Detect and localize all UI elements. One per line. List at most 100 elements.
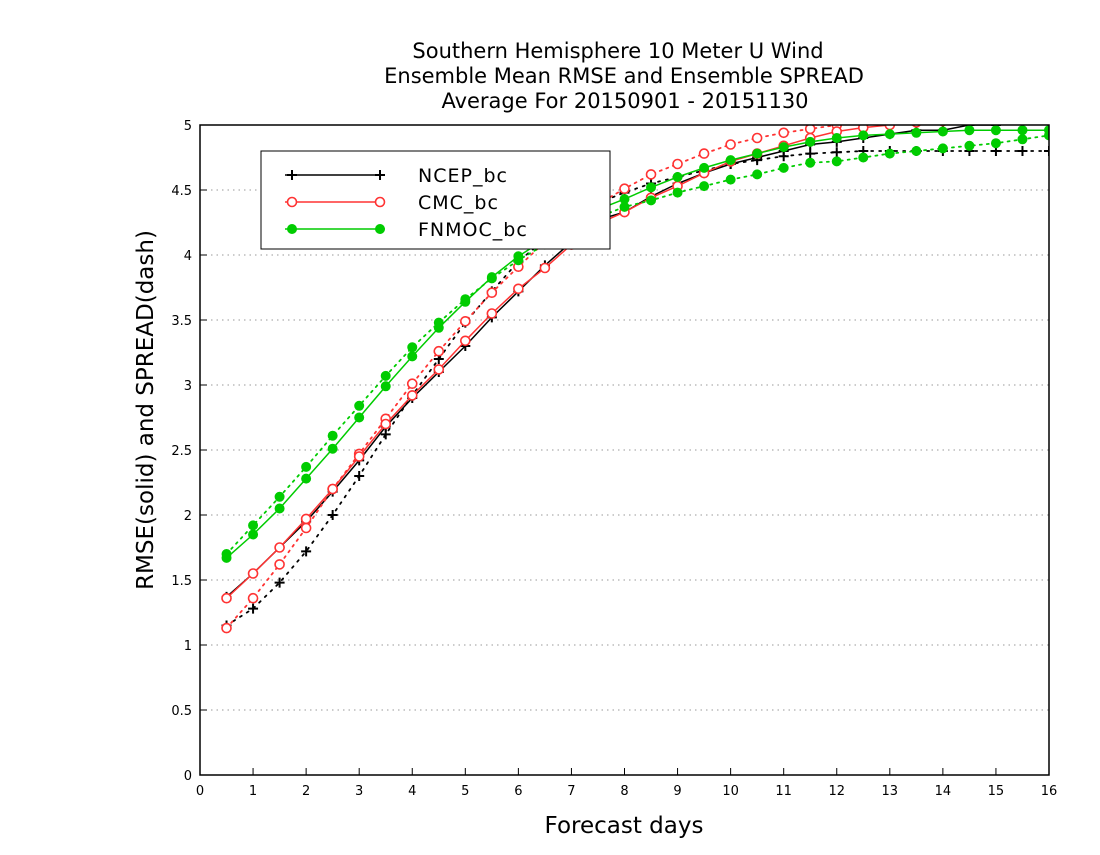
y-tick-label: 0.5 bbox=[171, 704, 192, 719]
open-circle-marker bbox=[433, 345, 445, 357]
open-circle-marker bbox=[433, 364, 445, 375]
filled-circle-marker bbox=[407, 342, 418, 353]
filled-circle-marker bbox=[937, 143, 948, 154]
filled-circle-marker bbox=[699, 181, 710, 192]
filled-circle-marker bbox=[884, 129, 895, 140]
legend-label: CMC_bc bbox=[418, 192, 499, 214]
open-circle-marker bbox=[486, 308, 498, 319]
filled-circle-marker bbox=[354, 400, 365, 411]
open-circle-marker bbox=[286, 196, 298, 208]
x-tick-label: 7 bbox=[567, 784, 575, 799]
x-tick-label: 12 bbox=[828, 784, 845, 799]
filled-circle-marker bbox=[301, 473, 312, 484]
open-circle-marker bbox=[645, 169, 657, 180]
y-tick-label: 1 bbox=[184, 639, 192, 654]
open-circle-marker bbox=[1018, 114, 1027, 123]
y-tick-label: 5 bbox=[184, 119, 192, 134]
filled-circle-marker bbox=[778, 142, 789, 153]
open-circle-marker bbox=[406, 378, 418, 390]
filled-circle-marker bbox=[274, 503, 285, 514]
spread-line bbox=[225, 125, 846, 629]
open-circle-marker bbox=[725, 139, 736, 150]
filled-circle-marker bbox=[990, 125, 1001, 136]
open-circle-marker bbox=[698, 148, 710, 159]
open-circle-marker bbox=[778, 127, 789, 139]
x-tick-label: 15 bbox=[988, 784, 1005, 799]
filled-circle-marker bbox=[778, 162, 789, 173]
filled-circle-marker bbox=[380, 381, 391, 392]
open-circle-marker bbox=[915, 125, 918, 126]
filled-circle-marker bbox=[1044, 125, 1049, 136]
open-circle-marker bbox=[406, 390, 418, 401]
x-tick-label: 16 bbox=[1041, 784, 1058, 799]
title-line-2: Ensemble Mean RMSE and Ensemble SPREAD bbox=[384, 64, 864, 88]
filled-circle-marker bbox=[327, 430, 338, 441]
y-axis-label: RMSE(solid) and SPREAD(dash) bbox=[133, 230, 159, 590]
filled-circle-marker bbox=[858, 130, 869, 141]
open-circle-marker bbox=[221, 622, 232, 634]
filled-circle-marker bbox=[831, 156, 842, 167]
open-circle-marker bbox=[247, 592, 259, 604]
plus-marker bbox=[354, 471, 365, 481]
open-circle-marker bbox=[1045, 114, 1054, 123]
open-circle-marker bbox=[221, 592, 232, 604]
x-tick-label: 11 bbox=[775, 784, 792, 799]
open-circle-marker bbox=[300, 513, 312, 525]
filled-circle-marker bbox=[964, 125, 975, 136]
filled-circle-marker bbox=[407, 351, 418, 362]
filled-circle-marker bbox=[805, 157, 816, 168]
filled-circle-marker bbox=[911, 127, 922, 138]
open-circle-marker bbox=[460, 315, 471, 327]
open-circle-marker bbox=[374, 196, 386, 208]
filled-circle-marker bbox=[990, 138, 1001, 149]
y-tick-label: 0 bbox=[184, 769, 192, 784]
y-tick-label: 3 bbox=[184, 379, 192, 394]
x-tick-label: 13 bbox=[882, 784, 899, 799]
filled-circle-marker bbox=[513, 251, 524, 262]
filled-circle-marker bbox=[460, 296, 471, 307]
filled-circle-marker bbox=[221, 552, 232, 563]
open-circle-marker bbox=[672, 158, 683, 170]
x-tick-label: 1 bbox=[249, 784, 257, 799]
open-circle-marker bbox=[460, 335, 471, 347]
open-circle-marker bbox=[380, 418, 392, 430]
y-tick-label: 4 bbox=[184, 249, 192, 264]
open-circle-marker bbox=[1018, 114, 1027, 123]
plus-marker bbox=[1044, 146, 1049, 156]
open-circle-marker bbox=[247, 568, 259, 579]
axis-ticks: 00.511.522.533.544.550 1 2 3 4 5 6 7 8 9 10 11 12 13 1… bbox=[171, 119, 1057, 799]
open-circle-marker bbox=[991, 114, 1000, 123]
filled-circle-marker bbox=[725, 174, 736, 185]
open-circle-marker bbox=[965, 114, 974, 123]
legend-box bbox=[260, 150, 611, 250]
open-circle-marker bbox=[1045, 114, 1054, 123]
legend-label: FNMOC_bc bbox=[418, 219, 528, 241]
open-circle-marker bbox=[513, 283, 524, 295]
y-tick-label: 2 bbox=[184, 509, 192, 524]
legend-label: NCEP_bc bbox=[418, 165, 508, 187]
plus-marker bbox=[831, 147, 842, 158]
filled-circle-marker bbox=[672, 172, 683, 182]
open-circle-marker bbox=[353, 451, 365, 462]
filled-circle-marker bbox=[619, 194, 630, 205]
title-line-1: Southern Hemisphere 10 Meter U Wind bbox=[412, 39, 823, 63]
filled-circle-marker bbox=[327, 443, 338, 454]
plus-marker bbox=[287, 170, 297, 180]
plus-marker bbox=[301, 546, 312, 557]
open-circle-marker bbox=[274, 542, 285, 553]
filled-circle-marker bbox=[858, 152, 869, 163]
filled-circle-marker bbox=[964, 140, 975, 151]
open-circle-marker bbox=[539, 262, 551, 274]
filled-circle-marker bbox=[699, 162, 710, 173]
y-tick-label: 4.5 bbox=[171, 184, 192, 199]
filled-circle-marker bbox=[433, 322, 444, 333]
filled-circle-marker bbox=[911, 146, 922, 156]
x-tick-label: 10 bbox=[722, 784, 739, 799]
filled-circle-marker bbox=[287, 224, 297, 234]
filled-circle-marker bbox=[1017, 125, 1028, 136]
x-tick-label: 2 bbox=[302, 784, 310, 799]
plus-marker bbox=[248, 603, 259, 614]
x-tick-label: 9 bbox=[673, 784, 681, 799]
